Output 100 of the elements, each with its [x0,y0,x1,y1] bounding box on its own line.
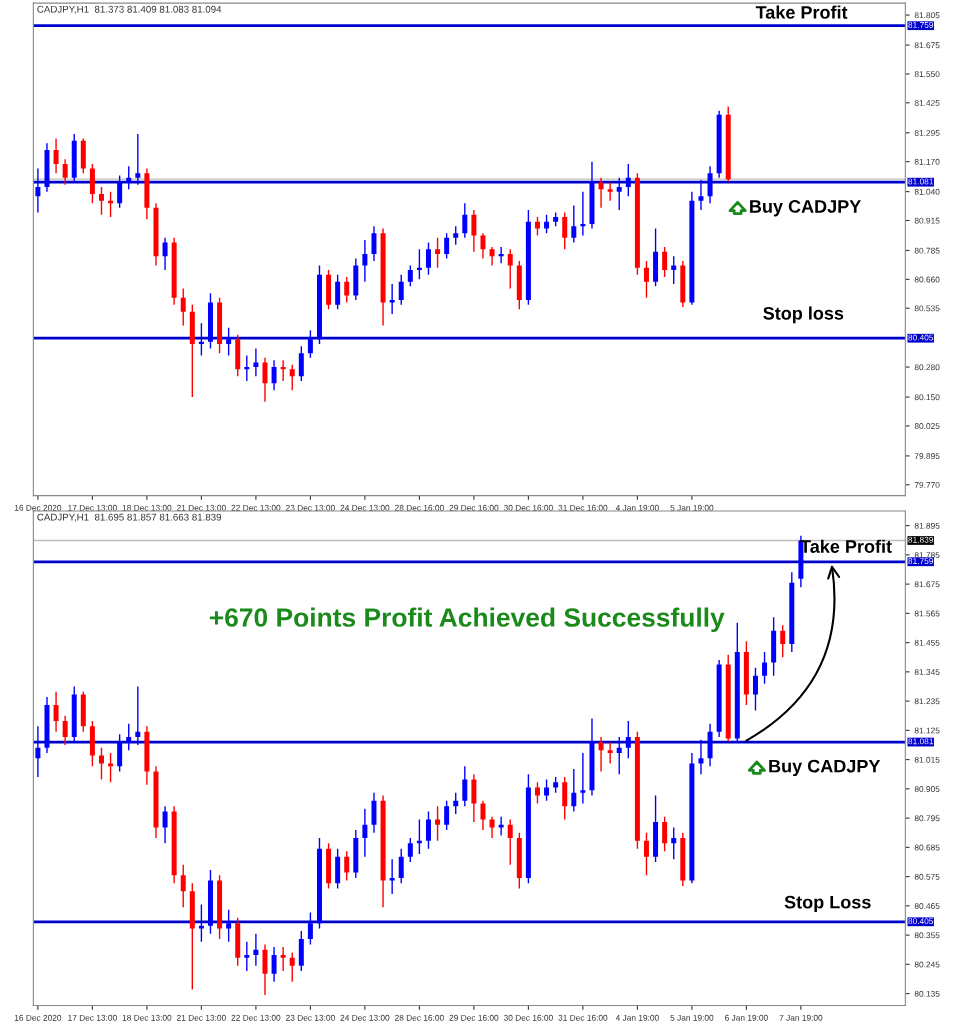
x-tick-label: 28 Dec 16:00 [395,504,444,511]
candlestick [425,241,431,276]
candlestick [698,179,704,211]
y-tick-label: 81.895 [914,522,940,529]
x-tick-label: 4 Jan 19:00 [615,504,659,511]
candlestick [62,715,68,746]
x-tick-label: 31 Dec 16:00 [558,1014,608,1021]
chart-title: CADJPY,H1 81.695 81.857 81.663 81.839 [37,513,222,522]
annotation: Buy CADJPY [769,759,881,777]
candlestick [298,345,304,382]
annotation: Buy CADJPY [750,200,861,217]
candlestick [752,667,758,712]
x-tick-label: 30 Dec 16:00 [503,1014,553,1021]
ref-line-label: 81.839 [908,536,934,543]
candlestick [35,725,41,778]
candlestick [126,723,132,751]
candlestick [344,276,350,304]
candlestick [135,685,141,746]
candlestick [362,808,368,858]
x-tick-label: 17 Dec 13:00 [68,504,117,511]
candlestick [598,177,604,209]
candlestick [371,225,377,262]
candlestick [471,209,477,253]
y-tick-label: 80.465 [914,903,940,909]
candlestick [180,287,186,327]
y-tick-label: 80.795 [914,815,940,822]
y-tick-label: 81.235 [914,698,940,705]
candlestick [544,214,550,234]
x-tick-label: 24 Dec 13:00 [340,504,390,511]
candlestick [480,800,486,831]
candlestick [625,720,631,759]
candlestick [616,736,622,775]
candlestick [262,943,268,996]
candlestick [571,204,577,244]
y-tick-label: 81.125 [914,727,940,734]
x-tick-label: 30 Dec 16:00 [503,504,553,511]
ref-line-label: 81.759 [908,558,934,564]
candlestick [598,736,604,773]
candlestick [780,624,786,658]
candlestick [489,246,495,267]
candlestick [117,174,123,209]
x-tick-label: 22 Dec 13:00 [231,504,281,511]
candlestick [244,941,250,972]
x-tick-label: 5 Jan 19:00 [670,504,714,511]
x-tick-label: 22 Dec 13:00 [231,1014,281,1021]
y-tick-label: 81.675 [914,581,940,588]
x-tick-label: 18 Dec 13:00 [122,504,172,511]
candlestick [280,946,286,972]
candlestick [371,792,377,834]
y-tick-label: 80.280 [914,364,940,371]
candlestick [289,951,295,983]
candlestick [707,165,713,204]
candlestick [271,359,277,391]
y-tick-label: 81.015 [914,756,940,763]
x-tick-label: 23 Dec 13:00 [286,1014,335,1021]
y-tick-label: 79.770 [914,481,940,488]
candlestick [98,186,104,216]
candlestick [480,232,486,260]
candlestick [226,909,232,943]
y-tick-label: 80.685 [914,844,940,851]
y-tick-label: 81.040 [914,188,940,195]
ref-line-label: 81.081 [908,738,934,745]
x-tick-label: 18 Dec 13:00 [122,1014,172,1021]
y-tick-label: 80.245 [914,961,940,968]
candlestick [471,773,477,823]
y-tick-label: 80.355 [914,932,940,939]
candlestick [398,274,404,306]
candlestick [507,248,513,290]
y-tick-label: 81.785 [914,552,940,558]
candlestick [616,177,622,211]
y-tick-label: 81.455 [914,639,940,646]
x-tick-label: 4 Jan 19:00 [615,1014,659,1021]
candlestick [307,911,313,946]
y-tick-label: 80.025 [914,423,940,430]
x-tick-label: 6 Jan 19:00 [725,1014,768,1021]
candlestick [562,211,568,251]
annotation: Stop loss [763,306,844,324]
candlestick [435,805,441,842]
x-tick-label: 21 Dec 13:00 [177,1014,226,1021]
x-tick-label: 31 Dec 16:00 [558,504,608,511]
candlestick [607,181,613,202]
x-tick-label: 23 Dec 13:00 [286,504,335,511]
candlestick [671,826,677,861]
y-tick-label: 81.805 [914,12,940,19]
x-tick-label: 5 Jan 19:00 [670,1014,714,1021]
y-tick-label: 81.170 [914,158,940,165]
ref-line-label: 80.405 [908,918,934,925]
candlestick [507,818,513,866]
candlestick [435,237,441,269]
y-tick-label: 80.785 [914,247,940,254]
candlestick [444,800,450,831]
candlestick [453,225,459,246]
ref-line-label: 81.759 [908,22,934,28]
chart-title: CADJPY,H1 81.373 81.409 81.083 81.094 [37,5,222,14]
candlestick [643,832,649,876]
candlestick [53,137,59,174]
annotation: Stop Loss [784,895,871,913]
candlestick [35,167,41,214]
candlestick [762,651,768,685]
x-tick-label: 16 Dec 2020 [14,1014,62,1021]
